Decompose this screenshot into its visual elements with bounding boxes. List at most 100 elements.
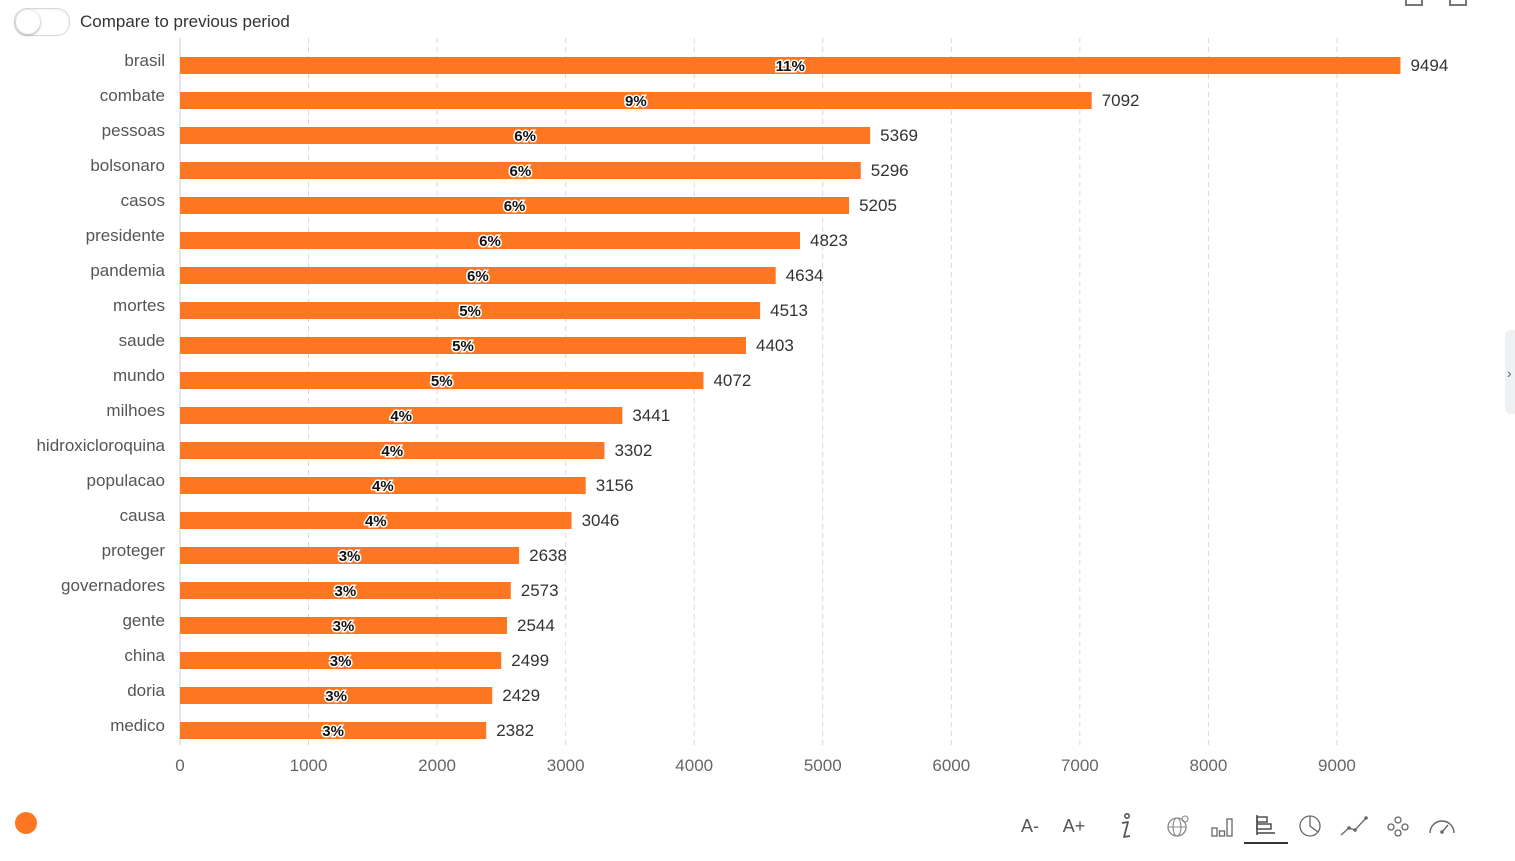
bar-percent-label: 4% bbox=[372, 478, 394, 495]
category-label: saude bbox=[119, 331, 165, 350]
bar-value-label: 5296 bbox=[871, 161, 909, 180]
category-label: causa bbox=[120, 506, 166, 525]
bar[interactable] bbox=[180, 512, 572, 529]
x-tick-label: 7000 bbox=[1061, 756, 1099, 775]
bar-percent-label: 3% bbox=[322, 723, 344, 740]
category-label: combate bbox=[100, 86, 165, 105]
bar[interactable] bbox=[180, 232, 800, 249]
side-panel-handle[interactable]: › bbox=[1505, 330, 1515, 414]
bar[interactable] bbox=[180, 302, 761, 319]
category-label: hidroxicloroquina bbox=[36, 436, 165, 455]
line-chart-button[interactable] bbox=[1332, 810, 1376, 842]
category-label: mortes bbox=[113, 296, 165, 315]
x-tick-label: 1000 bbox=[290, 756, 328, 775]
bar[interactable] bbox=[180, 267, 776, 284]
close-icon[interactable] bbox=[1449, 0, 1467, 6]
bar-percent-label: 3% bbox=[325, 688, 347, 705]
bar-percent-label: 11% bbox=[776, 58, 805, 75]
bar[interactable] bbox=[180, 722, 487, 739]
bar-value-label: 3302 bbox=[614, 441, 652, 460]
column-chart-button[interactable] bbox=[1200, 810, 1244, 842]
compare-toggle[interactable] bbox=[14, 8, 70, 36]
bar-percent-label: 6% bbox=[510, 163, 532, 180]
column-chart-icon bbox=[1211, 818, 1233, 837]
bar[interactable] bbox=[180, 687, 493, 704]
map-chart-button[interactable] bbox=[1156, 810, 1200, 842]
legend-dot[interactable] bbox=[15, 812, 37, 834]
category-label: medico bbox=[110, 716, 165, 735]
globe-chart-icon bbox=[1167, 815, 1189, 837]
bar[interactable] bbox=[180, 197, 850, 214]
bar-value-label: 3156 bbox=[596, 476, 634, 495]
bar-percent-label: 4% bbox=[381, 443, 403, 460]
bar[interactable] bbox=[180, 442, 605, 459]
bar-percent-label: 6% bbox=[467, 268, 489, 285]
bar-value-label: 2544 bbox=[517, 616, 555, 635]
bar-percent-label: 6% bbox=[514, 128, 536, 145]
bar-value-label: 4072 bbox=[713, 371, 751, 390]
category-label: mundo bbox=[113, 366, 165, 385]
bar[interactable] bbox=[180, 547, 520, 564]
pie-chart-button[interactable] bbox=[1288, 810, 1332, 842]
category-label: populacao bbox=[87, 471, 165, 490]
bar-value-label: 2573 bbox=[521, 581, 559, 600]
chart-toolbar: A- A+ bbox=[1008, 808, 1464, 844]
x-tick-label: 0 bbox=[175, 756, 184, 775]
toggle-knob bbox=[16, 10, 40, 34]
bar[interactable] bbox=[180, 127, 871, 144]
bar-percent-label: 6% bbox=[504, 198, 526, 215]
category-label: casos bbox=[121, 191, 165, 210]
bar-value-label: 2382 bbox=[496, 721, 534, 740]
network-chart-icon bbox=[1387, 816, 1409, 837]
category-label: presidente bbox=[86, 226, 165, 245]
bar-percent-label: 6% bbox=[479, 233, 501, 250]
font-increase-button[interactable]: A+ bbox=[1062, 815, 1086, 836]
bar-value-label: 4403 bbox=[756, 336, 794, 355]
bar[interactable] bbox=[180, 372, 704, 389]
compare-toggle-group: Compare to previous period bbox=[14, 8, 290, 36]
bar-chart-icon bbox=[1256, 815, 1275, 835]
bar[interactable] bbox=[180, 477, 586, 494]
bar-percent-label: 3% bbox=[335, 583, 357, 600]
network-chart-button[interactable] bbox=[1376, 810, 1420, 842]
bar[interactable] bbox=[180, 92, 1092, 109]
bar[interactable] bbox=[180, 337, 747, 354]
bar-value-label: 3046 bbox=[582, 511, 620, 530]
bar-percent-label: 4% bbox=[365, 513, 387, 530]
bar[interactable] bbox=[180, 652, 502, 669]
bar-value-label: 9494 bbox=[1410, 56, 1448, 75]
category-label: milhoes bbox=[106, 401, 165, 420]
info-button[interactable] bbox=[1096, 810, 1156, 842]
bar[interactable] bbox=[180, 57, 1401, 74]
x-tick-label: 2000 bbox=[418, 756, 456, 775]
category-label: bolsonaro bbox=[90, 156, 165, 175]
bar[interactable] bbox=[180, 617, 508, 634]
bar[interactable] bbox=[180, 162, 861, 179]
font-decrease-button[interactable]: A- bbox=[1021, 815, 1039, 836]
x-tick-label: 8000 bbox=[1189, 756, 1227, 775]
category-label: pessoas bbox=[102, 121, 165, 140]
bar-percent-label: 5% bbox=[452, 338, 474, 355]
bar-value-label: 5369 bbox=[880, 126, 918, 145]
bar-value-label: 2499 bbox=[511, 651, 549, 670]
category-label: proteger bbox=[102, 541, 166, 560]
category-label: gente bbox=[122, 611, 165, 630]
bar-value-label: 4634 bbox=[786, 266, 824, 285]
bar-percent-label: 4% bbox=[390, 408, 412, 425]
gauge-chart-button[interactable] bbox=[1420, 810, 1464, 842]
bar-value-label: 2638 bbox=[529, 546, 567, 565]
bar-chart-button[interactable] bbox=[1244, 808, 1288, 844]
x-tick-label: 3000 bbox=[547, 756, 585, 775]
pie-chart-icon bbox=[1299, 815, 1321, 837]
category-label: china bbox=[124, 646, 165, 665]
category-label: doria bbox=[127, 681, 165, 700]
bar[interactable] bbox=[180, 407, 623, 424]
bar-percent-label: 3% bbox=[339, 548, 361, 565]
x-tick-label: 4000 bbox=[675, 756, 713, 775]
bar-percent-label: 9% bbox=[625, 93, 647, 110]
fullscreen-icon[interactable] bbox=[1405, 0, 1423, 6]
bar[interactable] bbox=[180, 582, 511, 599]
category-label: pandemia bbox=[90, 261, 165, 280]
x-tick-label: 6000 bbox=[932, 756, 970, 775]
bar-chart: 0 1000 2000 3000 4000 5000 6000 7000 8000 9000 bra… bbox=[36, 38, 1448, 775]
